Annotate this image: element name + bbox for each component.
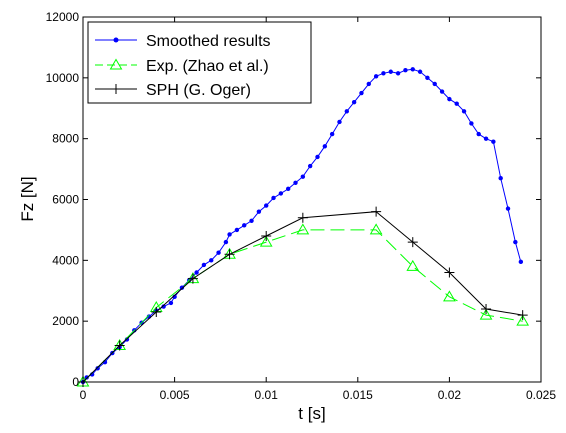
data-point-sph-g-oger <box>224 249 235 260</box>
series-line-exp-zhao-et-al <box>82 229 523 383</box>
data-point-smoothed-results <box>161 304 166 309</box>
data-point-sph-g-oger <box>261 231 272 241</box>
data-point-smoothed-results <box>95 366 100 371</box>
series-line-sph-g-oger <box>82 211 523 383</box>
data-point-sph-g-oger <box>481 304 492 314</box>
data-point-smoothed-results <box>425 75 430 81</box>
legend-label-exp: Exp. (Zhao et al.) <box>146 58 269 75</box>
data-point-sph-g-oger <box>151 307 162 318</box>
y-axis-title: Fz [N] <box>18 176 37 221</box>
legend-marker-smoothed <box>113 37 119 43</box>
data-point-smoothed-results <box>366 81 371 87</box>
legend-label-smoothed: Smoothed results <box>146 33 271 50</box>
data-point-smoothed-results <box>359 90 364 96</box>
legend-marker-sph <box>111 84 121 94</box>
data-point-smoothed-results <box>469 121 474 126</box>
data-point-smoothed-results <box>285 186 291 192</box>
x-tick-label: 0.01 <box>255 388 279 402</box>
data-point-smoothed-results <box>249 218 254 223</box>
data-point-exp-zhao-et-al <box>443 290 456 302</box>
data-point-smoothed-results <box>315 154 320 160</box>
data-point-smoothed-results <box>410 67 415 72</box>
y-tick-label: 4000 <box>52 253 79 267</box>
data-point-exp-zhao-et-al <box>296 223 310 235</box>
y-tick-label: 2000 <box>52 314 79 328</box>
data-point-smoothed-results <box>518 259 524 265</box>
y-tick-label: 8000 <box>52 132 79 146</box>
y-tick-label: 6000 <box>52 193 79 207</box>
data-point-smoothed-results <box>505 206 511 211</box>
data-point-smoothed-results <box>381 71 386 76</box>
data-point-smoothed-results <box>388 69 393 74</box>
data-point-smoothed-results <box>168 300 174 306</box>
legend-label-sph: SPH (G. Oger) <box>146 82 251 99</box>
data-point-smoothed-results <box>194 270 199 275</box>
x-tick-label: 0 <box>80 388 87 402</box>
data-point-smoothed-results <box>179 285 185 290</box>
data-point-smoothed-results <box>439 89 445 94</box>
x-tick-label: 0.005 <box>160 388 190 402</box>
data-point-smoothed-results <box>271 195 276 201</box>
data-point-sph-g-oger <box>114 340 125 351</box>
data-point-sph-g-oger <box>187 273 198 284</box>
data-point-smoothed-results <box>209 258 214 263</box>
legend-box <box>87 21 312 104</box>
data-point-exp-zhao-et-al <box>406 259 420 271</box>
data-point-smoothed-results <box>337 119 342 125</box>
data-point-smoothed-results <box>491 139 496 144</box>
data-point-exp-zhao-et-al <box>369 223 383 235</box>
data-point-sph-g-oger <box>407 237 418 248</box>
y-tick-label: 10000 <box>46 71 80 85</box>
x-tick-label: 0.025 <box>526 388 556 402</box>
data-point-exp-zhao-et-al <box>479 308 493 320</box>
data-point-exp-zhao-et-al <box>259 235 273 247</box>
y-tick-label: 12000 <box>46 10 80 24</box>
data-point-sph-g-oger <box>371 206 382 217</box>
data-point-smoothed-results <box>351 99 357 105</box>
data-point-smoothed-results <box>223 239 229 245</box>
data-point-smoothed-results <box>300 174 306 179</box>
data-point-smoothed-results <box>454 101 459 106</box>
legend-marker-exp <box>109 58 123 70</box>
data-point-smoothed-results <box>234 227 240 233</box>
data-point-smoothed-results <box>201 262 207 268</box>
data-point-smoothed-results <box>278 191 284 196</box>
data-point-smoothed-results <box>264 203 269 208</box>
y-tick-label: 0 <box>72 375 79 389</box>
data-point-smoothed-results <box>307 163 313 169</box>
data-point-smoothed-results <box>447 96 452 102</box>
data-point-smoothed-results <box>403 68 408 73</box>
data-point-smoothed-results <box>322 144 328 149</box>
data-point-smoothed-results <box>498 176 503 181</box>
data-point-smoothed-results <box>329 131 335 137</box>
data-point-smoothed-results <box>344 109 350 114</box>
x-tick-label: 0.02 <box>438 388 462 402</box>
data-point-smoothed-results <box>216 250 221 255</box>
data-point-smoothed-results <box>483 136 489 141</box>
data-point-smoothed-results <box>242 223 247 228</box>
data-point-smoothed-results <box>417 69 423 74</box>
data-point-smoothed-results <box>461 109 467 114</box>
data-point-sph-g-oger <box>517 310 528 321</box>
data-point-smoothed-results <box>84 375 89 380</box>
data-point-smoothed-results <box>395 71 401 76</box>
data-point-smoothed-results <box>432 81 437 87</box>
data-point-smoothed-results <box>373 74 379 79</box>
data-point-smoothed-results <box>513 239 518 245</box>
data-point-sph-g-oger <box>444 267 455 278</box>
data-point-smoothed-results <box>256 209 262 214</box>
data-point-smoothed-results <box>476 131 481 137</box>
x-tick-label: 0.015 <box>343 388 373 402</box>
data-point-smoothed-results <box>293 180 298 185</box>
data-point-smoothed-results <box>227 232 232 237</box>
data-point-exp-zhao-et-al <box>516 314 530 326</box>
x-axis-title: t [s] <box>298 404 325 423</box>
data-point-sph-g-oger <box>297 212 308 223</box>
legend: Smoothed results Exp. (Zhao et al.) SPH … <box>87 21 312 104</box>
